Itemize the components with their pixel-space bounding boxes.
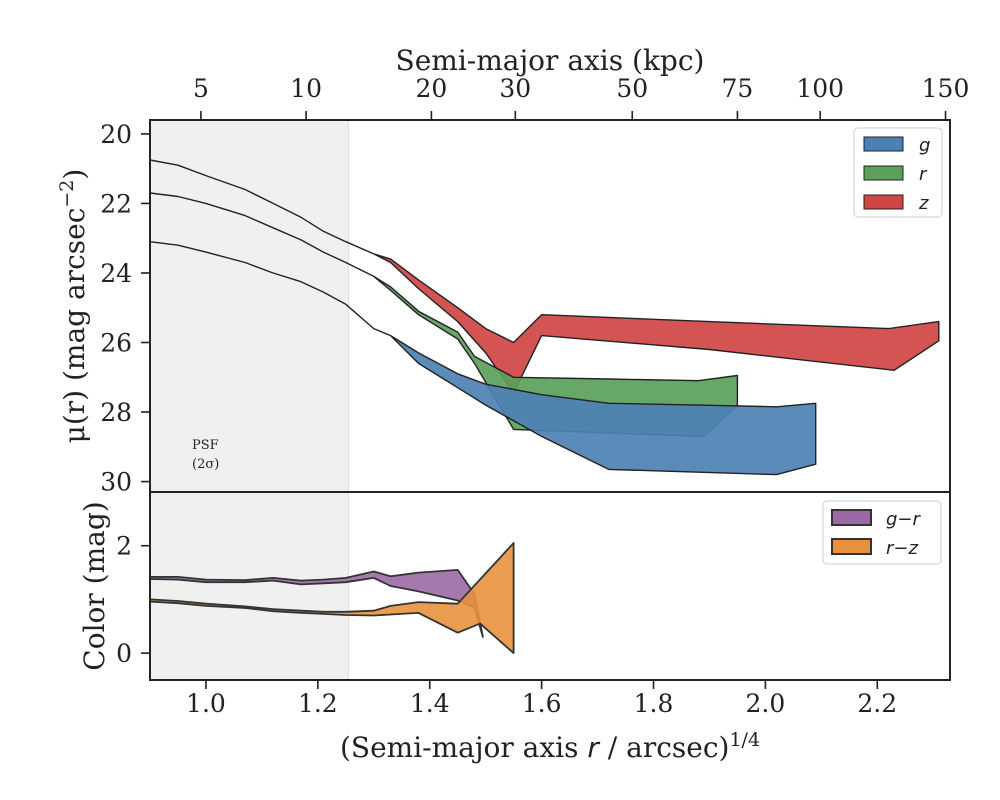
color-y-axis-label: Color (mag)	[78, 501, 111, 670]
top-tick-label: 75	[722, 74, 754, 103]
legend-label-r-z: r−z	[886, 538, 918, 559]
bottom-x-tick-label: 1.2	[298, 689, 338, 718]
color-y-ticks: 02	[116, 532, 150, 668]
profile-y-tick-label: 30	[100, 468, 132, 497]
legend-label-g: g	[919, 135, 930, 156]
top-axis-ticks: 5 10 20 30 50 75 100 150	[193, 74, 969, 120]
profile-y-ticks: 20 22 24 26 28 30	[100, 120, 150, 497]
band-g	[149, 241, 817, 476]
color-series-group	[149, 542, 515, 654]
bottom-x-ticks: 1.0 1.2 1.4 1.6 1.8 2.0 2.2	[186, 680, 897, 718]
top-tick-label: 50	[616, 74, 648, 103]
legend-swatch-z	[863, 194, 904, 210]
profile-y-axis-label: μ(r) (mag arcsec−2)	[56, 169, 91, 444]
profile-series-group	[149, 159, 940, 476]
bottom-x-tick-label: 1.6	[522, 689, 562, 718]
legend-label-z: z	[918, 193, 929, 214]
band-z	[149, 159, 940, 394]
top-tick-label: 5	[193, 74, 209, 103]
top-tick-label: 30	[499, 74, 531, 103]
profile-y-tick-label: 24	[100, 259, 132, 288]
legend-label-r: r	[919, 164, 928, 185]
band-r-z	[149, 542, 515, 654]
color-y-tick-label: 2	[116, 532, 132, 561]
bottom-x-tick-label: 2.0	[746, 689, 786, 718]
top-axis-label: Semi-major axis (kpc)	[396, 44, 705, 77]
color-y-tick-label: 0	[116, 639, 132, 668]
profile-y-tick-label: 28	[100, 398, 132, 427]
bottom-x-tick-label: 2.2	[857, 689, 897, 718]
top-tick-label: 100	[796, 74, 844, 103]
color-legend: g−r r−z	[822, 500, 942, 565]
bottom-x-tick-label: 1.8	[634, 689, 674, 718]
legend-label-g-r: g−r	[886, 509, 922, 530]
legend-swatch-g-r	[831, 509, 872, 526]
top-tick-label: 10	[290, 74, 322, 103]
legend-swatch-r	[863, 165, 904, 181]
profile-legend: g r z	[853, 127, 943, 218]
bottom-x-tick-label: 1.0	[186, 689, 226, 718]
profile-y-tick-label: 20	[100, 120, 132, 149]
profile-y-tick-label: 26	[100, 329, 132, 358]
psf-shaded-region	[150, 120, 349, 680]
color-axes-frame	[149, 491, 951, 681]
profile-y-tick-label: 22	[100, 189, 132, 218]
top-tick-label: 150	[922, 74, 970, 103]
psf-note-line2: (2σ)	[192, 457, 219, 472]
bottom-x-tick-label: 1.4	[410, 689, 450, 718]
legend-swatch-r-z	[831, 538, 872, 555]
legend-swatch-g	[863, 136, 904, 152]
bottom-x-axis-label: (Semi-major axis r / arcsec)1/4	[340, 729, 760, 764]
psf-note-line1: PSF	[192, 438, 219, 453]
top-tick-label: 20	[415, 74, 447, 103]
